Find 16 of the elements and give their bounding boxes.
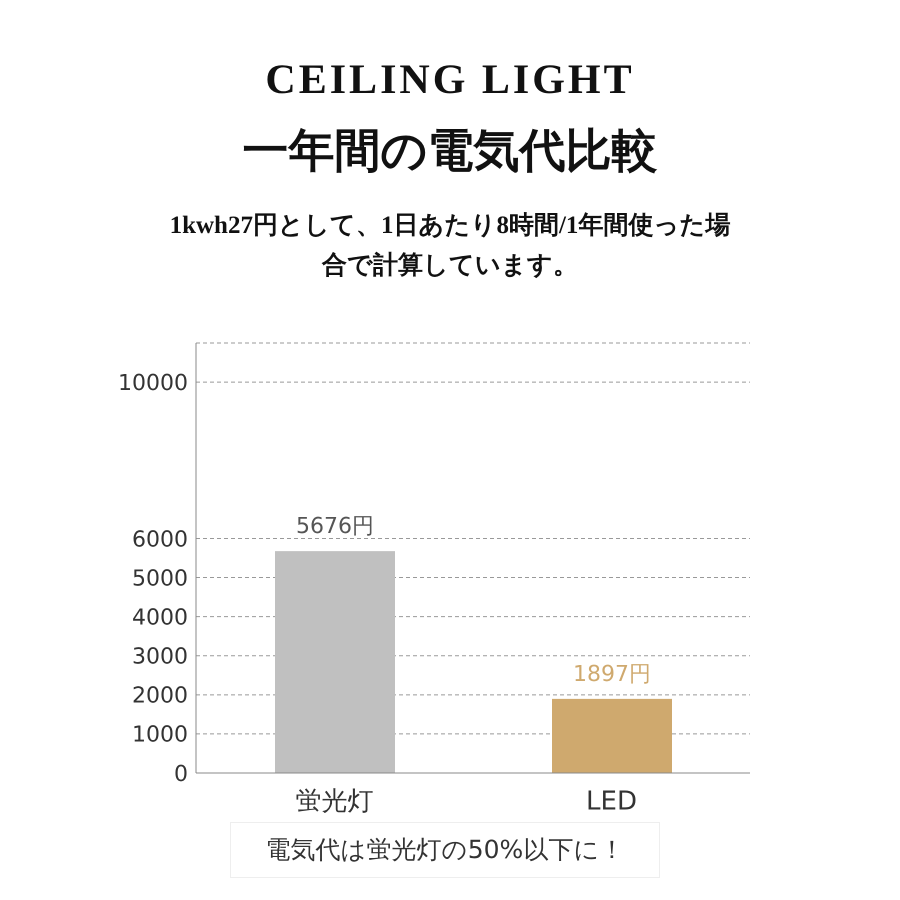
y-tick-label: 5000: [132, 566, 188, 592]
y-tick-label: 10000: [118, 370, 188, 396]
y-tick-label: 6000: [132, 527, 188, 552]
y-tick-label: 2000: [132, 684, 188, 709]
x-tick-label: LED: [586, 786, 637, 816]
text: 電気代は蛍光灯の50%以下に！: [230, 822, 660, 878]
y-tick-label: 3000: [132, 644, 188, 670]
data-label: 5676円: [296, 514, 374, 540]
data-label: 1897円: [573, 662, 651, 687]
chart-title: CEILING LIGHT: [264, 56, 636, 104]
y-tick-label: 0: [174, 762, 188, 787]
x-tick-label: 蛍光灯: [296, 786, 374, 816]
text: 1kwh27円として、1日あたり8時間/1年間使った場合で計算しています。: [168, 211, 732, 281]
y-tick-label: 1000: [132, 722, 188, 748]
chart-subtitle: 一年間の電気代比較: [242, 124, 658, 178]
y-tick-label: 4000: [132, 605, 188, 630]
